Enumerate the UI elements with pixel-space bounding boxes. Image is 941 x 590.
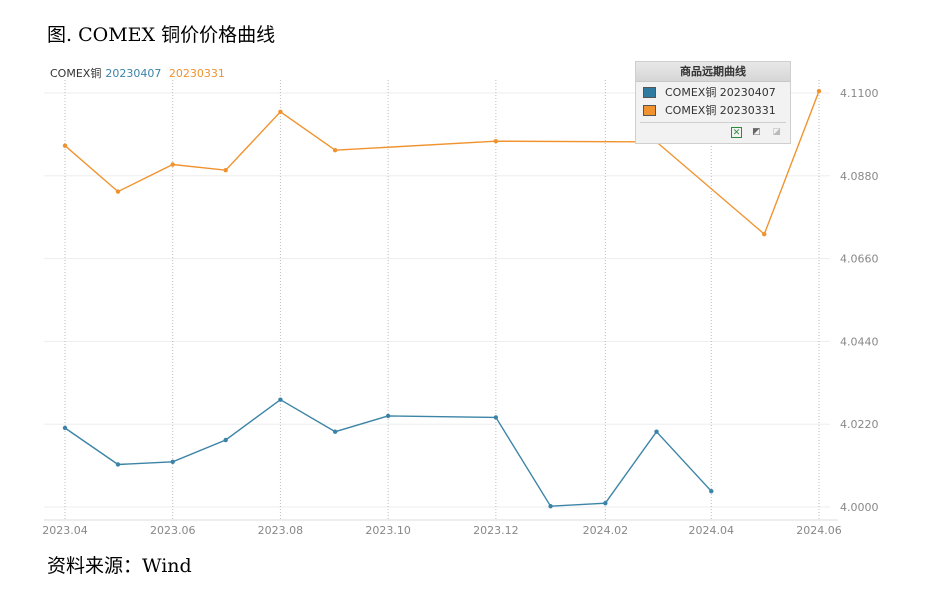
series-1-point-7: [493, 415, 499, 420]
panel-title: 商品远期曲线: [636, 62, 790, 82]
series-2-point-5: [332, 148, 338, 153]
legend-prefix: COMEX铜: [50, 67, 102, 80]
series-2-point-0: [62, 143, 68, 148]
series-1-point-8: [548, 504, 553, 509]
x-tick-label-7: 2024.06: [796, 524, 842, 537]
x-tick-label-5: 2024.02: [583, 524, 629, 537]
forward-curve-panel: 商品远期曲线 COMEX铜 20230407 COMEX铜 20230331 ✕…: [635, 61, 791, 144]
chart-series-legend: COMEX铜 20230407 20230331: [50, 65, 229, 81]
series-1-point-2: [170, 459, 175, 465]
series-1-point-5: [332, 429, 338, 434]
x-tick-label-0: 2023.04: [42, 524, 88, 537]
series-1-point-6: [385, 413, 391, 419]
source-note: 资料来源：Wind: [47, 555, 192, 577]
series-2-point-2: [170, 162, 175, 167]
x-tick-label-6: 2024.04: [689, 524, 735, 537]
series-1-point-9: [603, 501, 608, 506]
x-tick-label-4: 2023.12: [473, 524, 519, 537]
series-1-point-11: [709, 488, 714, 494]
panel-legend-label-2: COMEX铜 20230331: [665, 104, 776, 117]
series-line-1: [64, 398, 712, 507]
series-2-swatch: [643, 104, 656, 116]
series-1-point-1: [115, 462, 121, 467]
panel-legend-label-1: COMEX铜 20230407: [665, 86, 776, 99]
legend-series-2[interactable]: 20230331: [168, 67, 225, 80]
x-tick-label-2: 2023.08: [258, 524, 304, 537]
y-tick-label-5: 4.1100: [840, 87, 879, 100]
y-tick-label-4: 4.0880: [840, 170, 879, 183]
series-2-point-9: [816, 88, 822, 94]
series-1-point-10: [654, 429, 659, 434]
panel-toolbar: ✕ ◩ ◪: [636, 127, 790, 138]
series-2-point-1: [115, 189, 121, 194]
series-2-point-8: [762, 231, 767, 237]
series-1-point-0: [62, 425, 68, 431]
series-line-2: [64, 90, 820, 236]
x-tick-label-1: 2023.06: [150, 524, 196, 537]
panel-divider: [640, 122, 786, 123]
y-tick-label-3: 4.0660: [840, 253, 879, 266]
y-tick-label-0: 4.0000: [840, 501, 879, 514]
disabled-tool-icon: ◪: [772, 127, 781, 137]
series-2-point-6: [493, 138, 499, 144]
series-1-swatch: [643, 86, 656, 98]
x-tick-label-3: 2023.10: [365, 524, 411, 537]
panel-legend-item-2[interactable]: COMEX铜 20230331: [636, 102, 790, 118]
figure-title: 图. COMEX 铜价价格曲线: [47, 24, 276, 46]
series-1-point-4: [278, 397, 283, 402]
chart-icon[interactable]: ◩: [752, 127, 761, 137]
legend-series-1[interactable]: 20230407: [105, 67, 162, 80]
panel-legend-item-1[interactable]: COMEX铜 20230407: [636, 84, 790, 100]
excel-export-icon[interactable]: ✕: [731, 127, 742, 138]
series-2-point-3: [223, 167, 228, 173]
series-2-point-4: [278, 109, 283, 115]
y-tick-label-1: 4.0220: [840, 418, 879, 431]
series-1-point-3: [223, 437, 228, 443]
y-tick-label-2: 4.0440: [840, 335, 879, 348]
